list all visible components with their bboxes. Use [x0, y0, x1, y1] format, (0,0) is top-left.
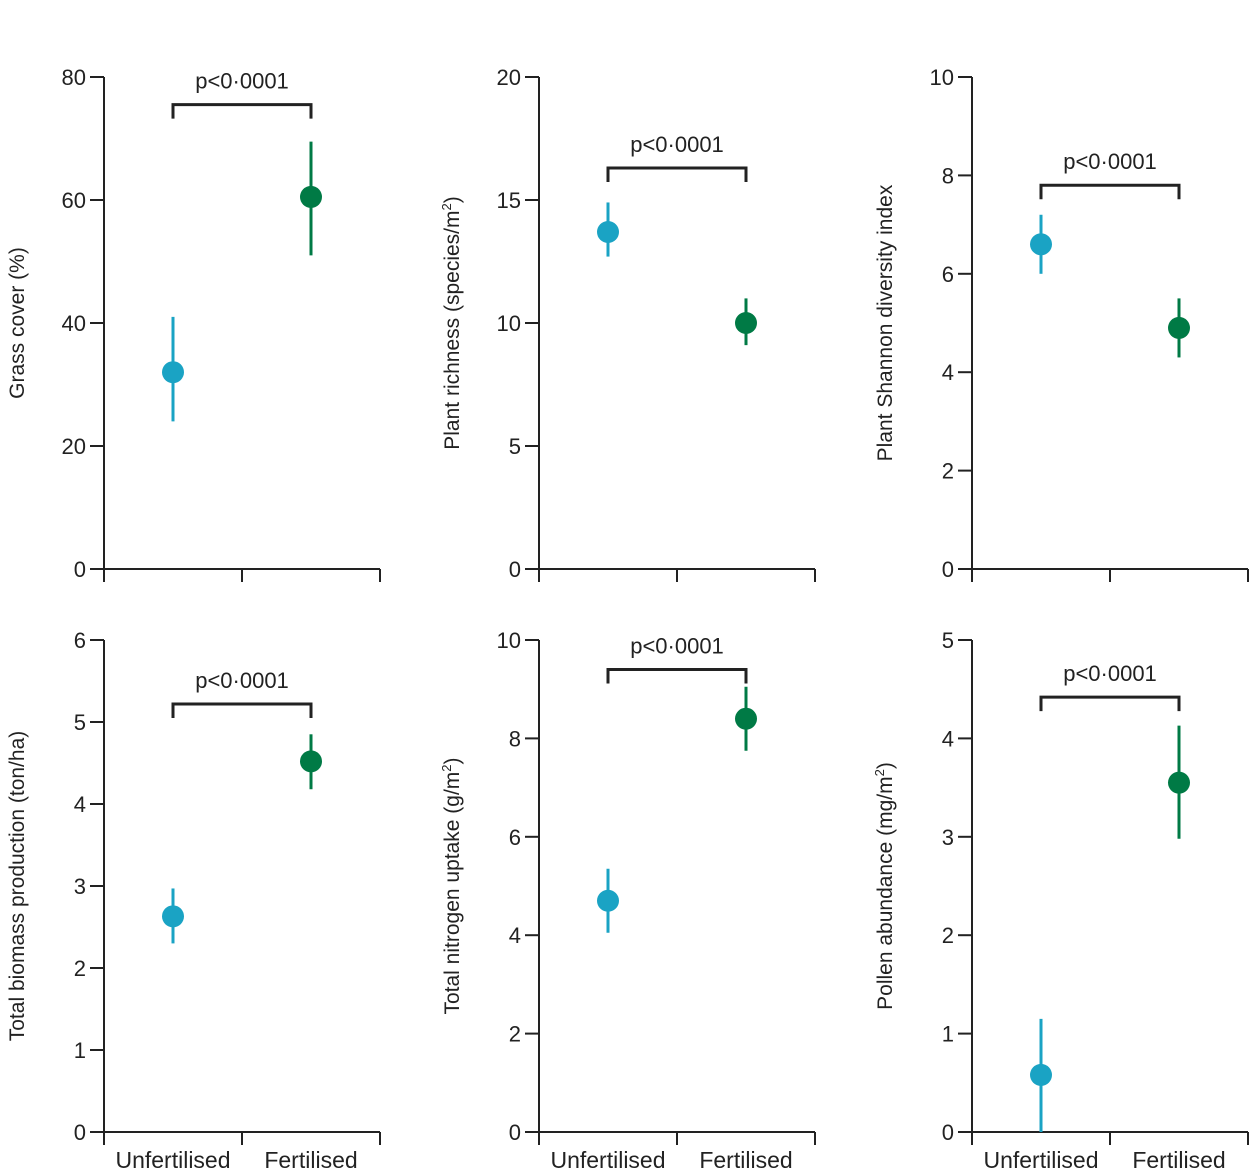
y-tick-label: 1: [74, 1038, 86, 1063]
y-tick-label: 20: [62, 434, 86, 459]
point-fertilised: [1168, 771, 1190, 794]
panel-6: 0 1 2 3 4 5 Pollen abundance (mg/m2) p<0·0001 Un…: [872, 628, 1249, 1170]
y-tick-label: 0: [509, 1120, 521, 1145]
category-label: Unfertilised: [550, 1147, 665, 1170]
y-tick-label: 2: [942, 923, 954, 948]
y-axis-title: Plant Shannon diversity index: [874, 184, 897, 461]
point-unfertilised: [597, 889, 619, 912]
significance-label: p<0·0001: [630, 132, 724, 157]
significance-label: p<0·0001: [195, 668, 289, 693]
y-tick-label: 0: [942, 557, 954, 582]
category-label: Fertilised: [699, 1147, 792, 1170]
panel-1: 0 20 40 60 80 Grass cover (%) p<0·0001: [6, 65, 381, 582]
y-axis-title: Total nitrogen uptake (g/m2): [439, 757, 464, 1014]
panel-5: 0 2 4 6 8 10 Total nitrogen uptake (g/m2) p<0·0…: [439, 628, 816, 1170]
point-fertilised: [300, 750, 322, 773]
significance-label: p<0·0001: [195, 69, 289, 94]
y-tick-label: 0: [509, 557, 521, 582]
y-tick-label: 5: [509, 434, 521, 459]
y-tick-label: 0: [942, 1120, 954, 1145]
y-tick-label: 80: [62, 65, 86, 90]
y-tick-label: 8: [509, 726, 521, 751]
point-unfertilised: [1030, 1063, 1052, 1086]
significance-bracket: [171, 103, 313, 119]
y-tick-label: 15: [497, 188, 521, 213]
significance-bracket: [606, 668, 748, 684]
y-tick-label: 2: [74, 956, 86, 981]
significance-label: p<0·0001: [1063, 149, 1157, 174]
y-tick-label: 6: [74, 628, 86, 653]
y-tick-label: 10: [497, 311, 521, 336]
category-label: Fertilised: [264, 1147, 357, 1170]
category-label: Fertilised: [1132, 1147, 1225, 1170]
y-tick-label: 6: [942, 262, 954, 287]
y-tick-label: 5: [942, 628, 954, 653]
y-tick-label: 4: [942, 726, 954, 751]
point-fertilised: [300, 185, 322, 208]
y-tick-label: 4: [74, 792, 86, 817]
y-tick-label: 1: [942, 1022, 954, 1047]
y-tick-label: 8: [942, 163, 954, 188]
y-tick-label: 60: [62, 188, 86, 213]
significance-bracket: [1039, 183, 1181, 200]
y-tick-label: 0: [74, 557, 86, 582]
significance-bracket: [1039, 695, 1181, 712]
y-tick-label: 2: [509, 1022, 521, 1047]
significance-bracket: [606, 166, 748, 183]
panel-2: 0 5 10 15 20 Plant richness (species/m2) p<0·0…: [439, 65, 816, 582]
significance-label: p<0·0001: [630, 634, 724, 659]
y-axis-title: Pollen abundance (mg/m2): [872, 762, 897, 1010]
point-unfertilised: [162, 361, 184, 384]
y-tick-label: 40: [62, 311, 86, 336]
y-tick-label: 3: [942, 825, 954, 850]
y-tick-label: 20: [497, 65, 521, 90]
point-unfertilised: [162, 905, 184, 928]
significance-label: p<0·0001: [1063, 661, 1157, 686]
y-axis-title: Total biomass production (ton/ha): [6, 731, 29, 1042]
y-tick-label: 10: [930, 65, 954, 90]
y-tick-label: 5: [74, 710, 86, 735]
panel-3: 0 2 4 6 8 10 Plant Shannon diversity index p<0·…: [874, 65, 1249, 582]
point-unfertilised: [597, 220, 619, 243]
y-tick-label: 10: [497, 628, 521, 653]
point-fertilised: [735, 312, 757, 334]
y-tick-label: 4: [942, 360, 954, 385]
y-tick-label: 3: [74, 874, 86, 899]
y-axis-title: Plant richness (species/m2): [439, 196, 464, 450]
category-label: Unfertilised: [983, 1147, 1098, 1170]
significance-bracket: [171, 702, 313, 718]
y-tick-label: 4: [509, 923, 521, 948]
y-tick-label: 6: [509, 825, 521, 850]
panel-4: 0 1 2 3 4 5 6 Total biomass production (ton/ha)…: [6, 628, 381, 1170]
y-tick-label: 2: [942, 459, 954, 484]
point-fertilised: [1168, 316, 1190, 339]
y-tick-label: 0: [74, 1120, 86, 1145]
category-label: Unfertilised: [115, 1147, 230, 1170]
point-unfertilised: [1030, 233, 1052, 256]
y-axis-title: Grass cover (%): [6, 247, 29, 399]
point-fertilised: [735, 707, 757, 730]
